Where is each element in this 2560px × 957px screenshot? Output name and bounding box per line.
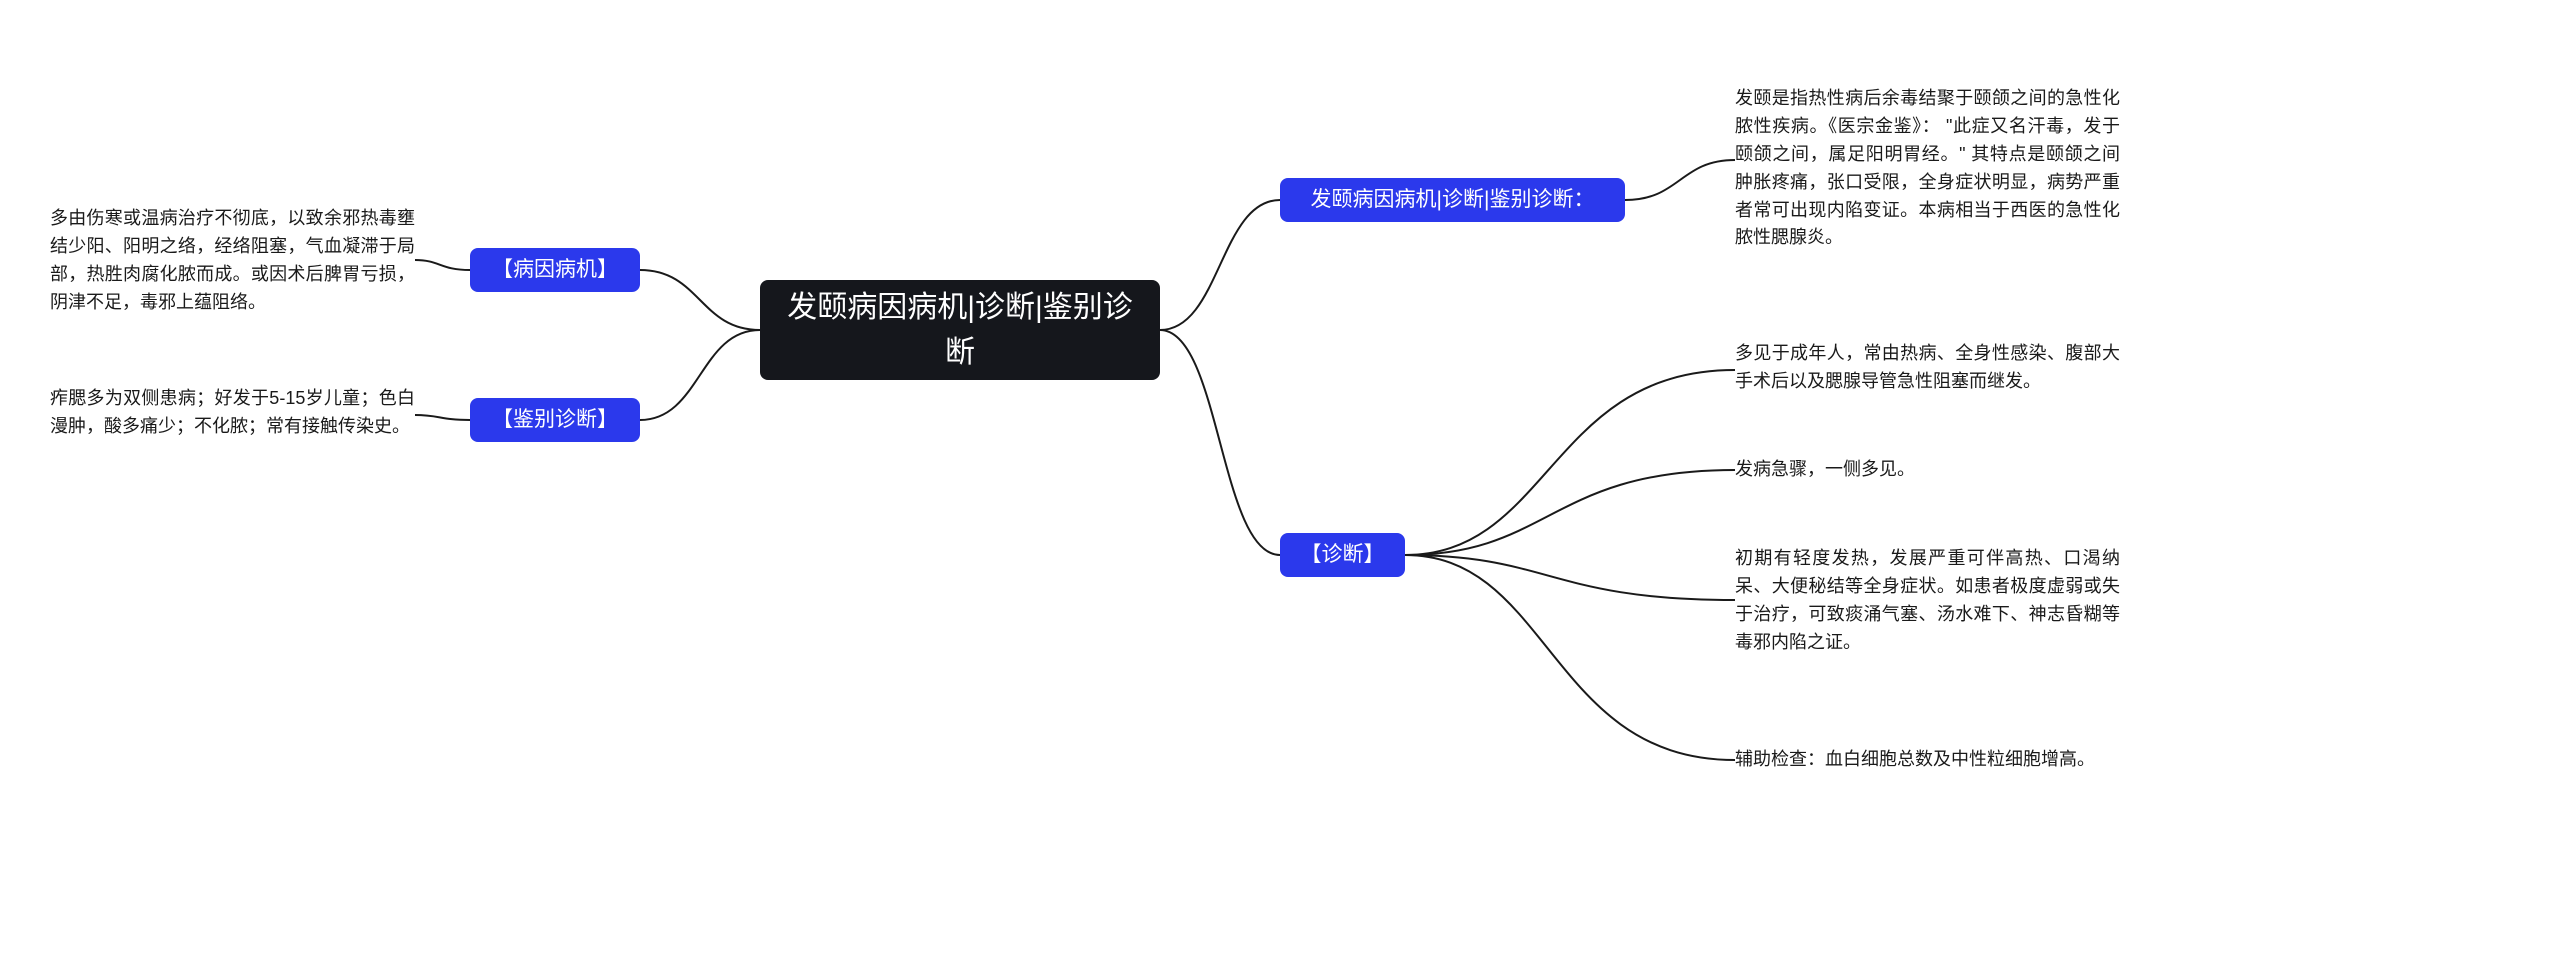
- leaf-diag-1: 多见于成年人，常由热病、全身性感染、腹部大手术后以及腮腺导管急性阻塞而继发。: [1735, 340, 2120, 396]
- root-label: 发颐病因病机|诊断|鉴别诊 断: [787, 285, 1133, 375]
- root-node: 发颐病因病机|诊断|鉴别诊 断: [760, 280, 1160, 380]
- branch-differential-label: 【鉴别诊断】: [492, 404, 618, 436]
- connector-lines: [0, 0, 2560, 957]
- branch-intro: 发颐病因病机|诊断|鉴别诊断：: [1280, 178, 1625, 222]
- leaf-differential: 痄腮多为双侧患病；好发于5-15岁儿童；色白漫肿，酸多痛少；不化脓；常有接触传染…: [50, 385, 415, 441]
- leaf-diag-4-text: 辅助检查：血白细胞总数及中性粒细胞增高。: [1735, 749, 2095, 769]
- leaf-diag-3-text: 初期有轻度发热，发展严重可伴高热、口渴纳呆、大便秘结等全身症状。如患者极度虚弱或…: [1735, 548, 2120, 652]
- leaf-intro-text: 发颐是指热性病后余毒结聚于颐颌之间的急性化脓性疾病。《医宗金鉴》： "此症又名汗…: [1735, 88, 2120, 247]
- leaf-etiology: 多由伤寒或温病治疗不彻底，以致余邪热毒壅结少阳、阳明之络，经络阻塞，气血凝滞于局…: [50, 205, 415, 317]
- branch-etiology: 【病因病机】: [470, 248, 640, 292]
- leaf-diag-4: 辅助检查：血白细胞总数及中性粒细胞增高。: [1735, 746, 2120, 774]
- branch-intro-label: 发颐病因病机|诊断|鉴别诊断：: [1311, 184, 1595, 216]
- leaf-intro: 发颐是指热性病后余毒结聚于颐颌之间的急性化脓性疾病。《医宗金鉴》： "此症又名汗…: [1735, 85, 2120, 252]
- branch-diagnosis: 【诊断】: [1280, 533, 1405, 577]
- branch-diagnosis-label: 【诊断】: [1301, 539, 1385, 571]
- branch-differential: 【鉴别诊断】: [470, 398, 640, 442]
- leaf-diag-2: 发病急骤，一侧多见。: [1735, 456, 2120, 484]
- leaf-etiology-text: 多由伤寒或温病治疗不彻底，以致余邪热毒壅结少阳、阳明之络，经络阻塞，气血凝滞于局…: [50, 208, 415, 312]
- leaf-diag-1-text: 多见于成年人，常由热病、全身性感染、腹部大手术后以及腮腺导管急性阻塞而继发。: [1735, 343, 2120, 391]
- leaf-differential-text: 痄腮多为双侧患病；好发于5-15岁儿童；色白漫肿，酸多痛少；不化脓；常有接触传染…: [50, 388, 415, 436]
- leaf-diag-3: 初期有轻度发热，发展严重可伴高热、口渴纳呆、大便秘结等全身症状。如患者极度虚弱或…: [1735, 545, 2120, 657]
- branch-etiology-label: 【病因病机】: [492, 254, 618, 286]
- leaf-diag-2-text: 发病急骤，一侧多见。: [1735, 459, 1915, 479]
